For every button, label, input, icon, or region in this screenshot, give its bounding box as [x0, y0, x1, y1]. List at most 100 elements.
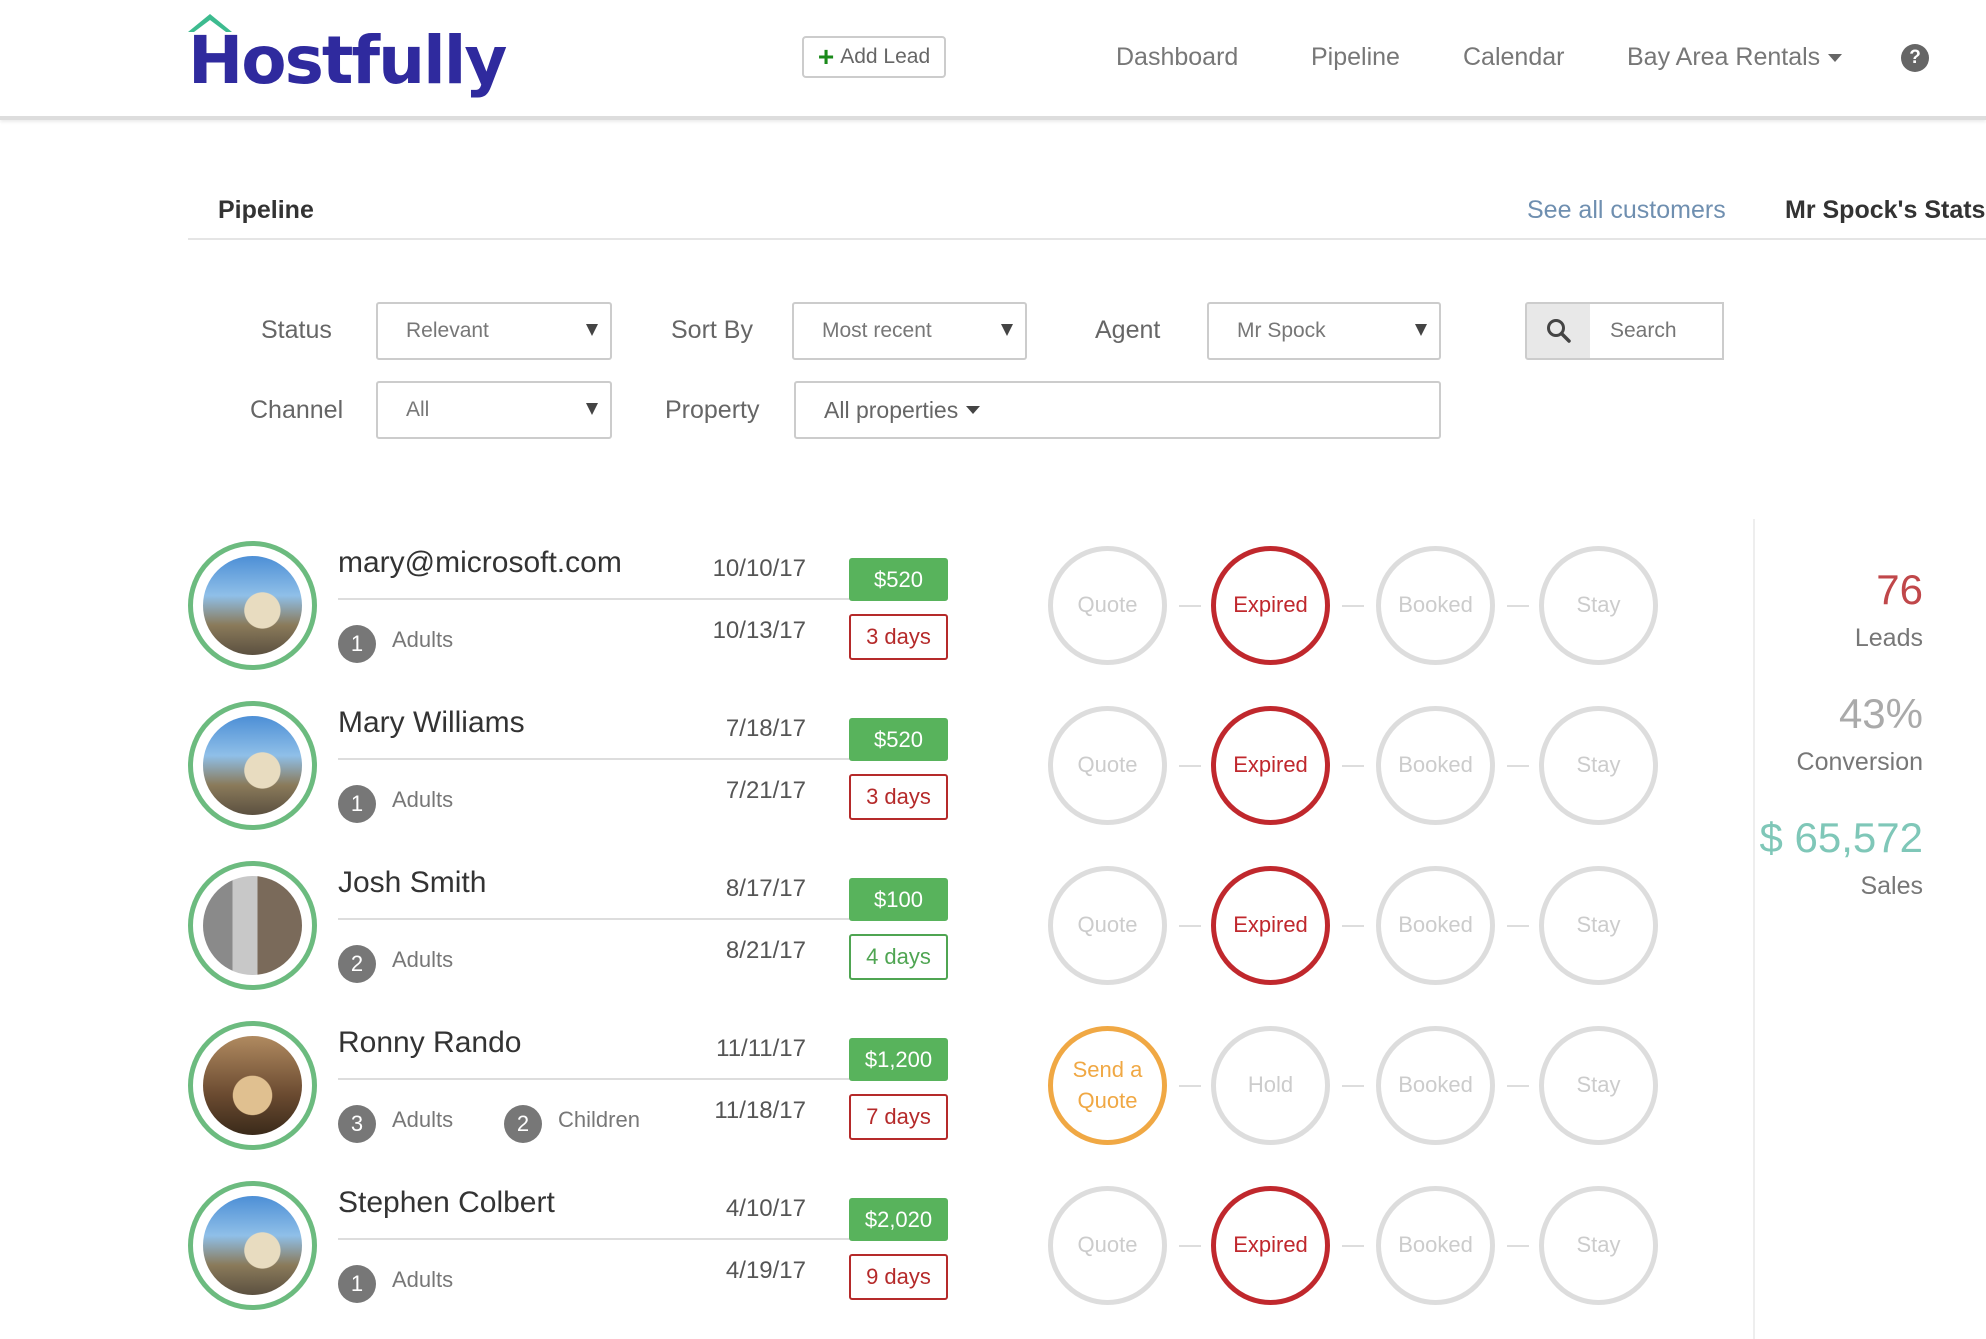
stage-send-a-quote[interactable]: Send a Quote	[1048, 1026, 1167, 1145]
account-dropdown[interactable]: Bay Area Rentals	[1627, 43, 1843, 72]
row-divider	[338, 758, 948, 760]
adults-label: Adults	[392, 1107, 454, 1132]
conversion-rate: 43%	[1838, 690, 1923, 737]
nights-badge: 3 days	[849, 774, 948, 820]
stage-connector	[1179, 1245, 1201, 1247]
property-photo	[203, 716, 302, 815]
adults-label: Adults	[392, 947, 454, 972]
lead-name[interactable]: Stephen Colbert	[338, 1186, 555, 1219]
adults-label: Adults	[392, 787, 454, 812]
stage-booked[interactable]: Booked	[1376, 1026, 1495, 1145]
agent-select[interactable]: Mr Spock	[1207, 302, 1441, 360]
price-badge: $1,200	[849, 1038, 948, 1081]
property-avatar[interactable]	[188, 1181, 317, 1310]
property-avatar[interactable]	[188, 541, 317, 670]
lead-name[interactable]: Josh Smith	[338, 866, 487, 899]
sales-label: Sales	[1860, 872, 1923, 900]
property-avatar[interactable]	[188, 701, 317, 830]
adults-count: 1	[338, 785, 376, 823]
sales-total: $ 65,572	[1759, 814, 1924, 861]
leads-label: Leads	[1854, 624, 1923, 652]
channel-select[interactable]: All	[376, 381, 612, 439]
stage-connector	[1507, 605, 1529, 607]
lead-row[interactable]: Josh Smith 8/17/17 8/21/17 $100 4 days 2…	[188, 861, 1658, 1001]
property-select[interactable]: All properties	[794, 381, 1441, 439]
help-icon[interactable]: ?	[1901, 44, 1929, 72]
stage-connector	[1507, 765, 1529, 767]
checkout-date: 10/13/17	[712, 617, 806, 644]
property-avatar[interactable]	[188, 861, 317, 990]
nav-calendar[interactable]: Calendar	[1463, 43, 1565, 71]
stage-quote[interactable]: Quote	[1048, 1186, 1167, 1305]
adults-count: 2	[338, 945, 376, 983]
stage-expired[interactable]: Expired	[1211, 706, 1330, 825]
add-lead-button[interactable]: + Add Lead	[802, 36, 946, 78]
checkout-date: 4/19/17	[725, 1257, 806, 1284]
stage-quote[interactable]: Quote	[1048, 706, 1167, 825]
stage-stay[interactable]: Stay	[1539, 866, 1658, 985]
stage-stay[interactable]: Stay	[1539, 546, 1658, 665]
property-avatar[interactable]	[188, 1021, 317, 1150]
nav-dashboard[interactable]: Dashboard	[1116, 43, 1239, 71]
sort-by-label: Sort By	[671, 316, 753, 344]
lead-row[interactable]: Ronny Rando 11/11/17 11/18/17 $1,200 7 d…	[188, 1021, 1658, 1161]
lead-row[interactable]: mary@microsoft.com 10/10/17 10/13/17 $52…	[188, 541, 1658, 681]
tab-pipeline[interactable]: Pipeline	[218, 196, 314, 224]
nav-pipeline[interactable]: Pipeline	[1311, 43, 1400, 71]
agent-stats-heading: Mr Spock's Stats	[1785, 196, 1986, 224]
nights-badge: 3 days	[849, 614, 948, 660]
stage-hold[interactable]: Hold	[1211, 1026, 1330, 1145]
lead-row[interactable]: Stephen Colbert 4/10/17 4/19/17 $2,020 9…	[188, 1181, 1658, 1321]
stage-expired[interactable]: Expired	[1211, 546, 1330, 665]
checkout-date: 7/21/17	[725, 777, 806, 804]
tab-divider	[188, 238, 1986, 240]
agent-label: Agent	[1095, 316, 1161, 344]
sort-by-select[interactable]: Most recent	[792, 302, 1027, 360]
stage-stay[interactable]: Stay	[1539, 706, 1658, 825]
stage-connector	[1342, 765, 1364, 767]
stage-expired[interactable]: Expired	[1211, 866, 1330, 985]
stage-booked[interactable]: Booked	[1376, 1186, 1495, 1305]
property-photo	[203, 556, 302, 655]
conversion-label: Conversion	[1796, 748, 1923, 776]
stage-connector	[1342, 605, 1364, 607]
property-photo	[203, 1036, 302, 1135]
stage-expired[interactable]: Expired	[1211, 1186, 1330, 1305]
hostfully-logo[interactable]: Hostfully	[188, 12, 507, 99]
lead-row[interactable]: Mary Williams 7/18/17 7/21/17 $520 3 day…	[188, 701, 1658, 841]
checkout-date: 11/18/17	[714, 1097, 806, 1124]
see-all-customers-link[interactable]: See all customers	[1527, 196, 1726, 224]
lead-name[interactable]: Ronny Rando	[338, 1026, 522, 1059]
search-button[interactable]	[1525, 302, 1592, 360]
stage-booked[interactable]: Booked	[1376, 706, 1495, 825]
search-icon	[1546, 319, 1571, 343]
property-label: Property	[665, 396, 760, 424]
stage-quote[interactable]: Quote	[1048, 546, 1167, 665]
stage-connector	[1179, 1085, 1201, 1087]
stage-connector	[1342, 1085, 1364, 1087]
checkin-date: 8/17/17	[725, 875, 806, 902]
children-label: Children	[558, 1107, 640, 1132]
stage-connector	[1507, 925, 1529, 927]
status-select[interactable]: Relevant	[376, 302, 612, 360]
lead-name[interactable]: Mary Williams	[338, 706, 525, 739]
stage-quote[interactable]: Quote	[1048, 866, 1167, 985]
stage-booked[interactable]: Booked	[1376, 546, 1495, 665]
property-photo	[203, 876, 302, 975]
stage-connector	[1342, 1245, 1364, 1247]
price-badge: $520	[849, 558, 948, 601]
price-badge: $2,020	[849, 1198, 948, 1241]
stage-connector	[1179, 765, 1201, 767]
top-header: Hostfully + Add Lead Dashboard Pipeline C…	[0, 0, 1986, 120]
checkin-date: 7/18/17	[725, 715, 806, 742]
stage-booked[interactable]: Booked	[1376, 866, 1495, 985]
children-count: 2	[504, 1105, 542, 1143]
search-input[interactable]	[1590, 302, 1724, 360]
adults-count: 1	[338, 625, 376, 663]
adults-label: Adults	[392, 1267, 454, 1292]
dropdown-arrow-icon	[586, 403, 598, 415]
checkout-date: 8/21/17	[725, 937, 806, 964]
stage-stay[interactable]: Stay	[1539, 1186, 1658, 1305]
stage-stay[interactable]: Stay	[1539, 1026, 1658, 1145]
lead-name[interactable]: mary@microsoft.com	[338, 546, 622, 579]
